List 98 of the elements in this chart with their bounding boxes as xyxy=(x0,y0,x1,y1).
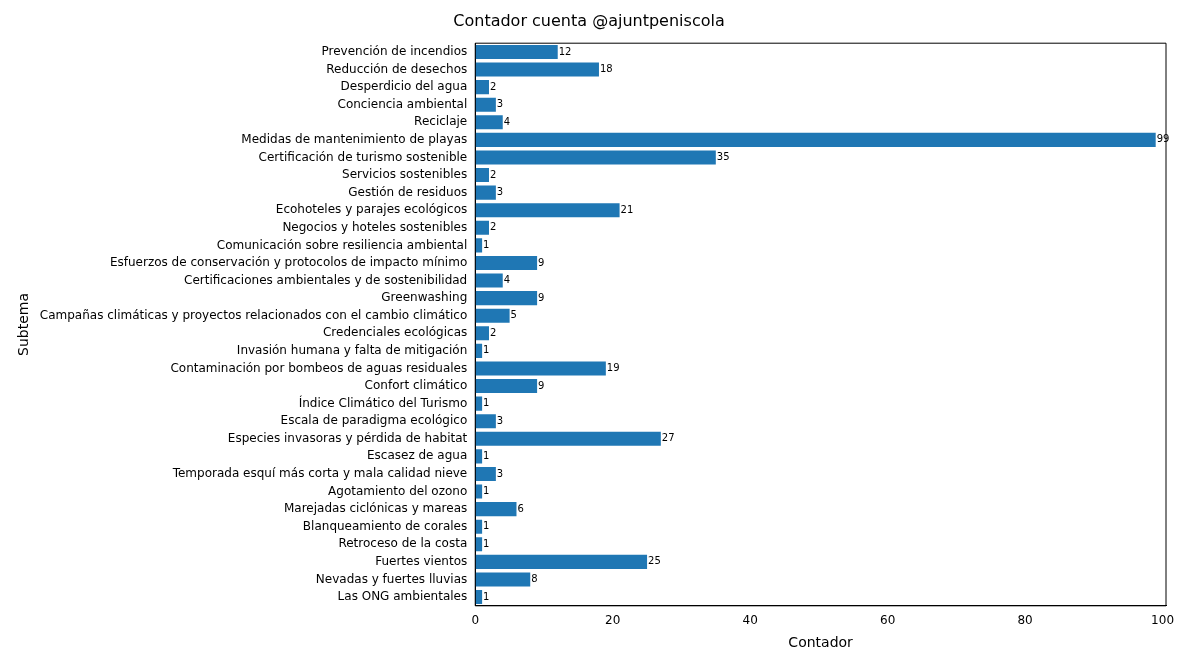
x-tick-label: 0 xyxy=(471,613,480,628)
y-tick-label: Índice Climático del Turismo xyxy=(298,394,468,410)
data-label: 3 xyxy=(496,98,504,110)
y-tick-label: Credenciales ecológicas xyxy=(322,325,468,340)
bar xyxy=(475,308,510,323)
y-tick-label: Temporada esquí más corta y mala calidad nieve xyxy=(171,466,468,481)
data-label: 21 xyxy=(620,203,634,215)
x-tick-label: 80 xyxy=(1017,613,1033,628)
x-tick-label: 60 xyxy=(880,613,896,628)
bar xyxy=(475,185,496,200)
bar xyxy=(475,431,661,446)
y-tick-label: Ecohoteles y parajes ecológicos xyxy=(275,202,468,217)
bar xyxy=(475,97,496,112)
y-tick-label: Servicios sostenibles xyxy=(342,167,468,182)
y-tick-label: Marejadas ciclónicas y mareas xyxy=(283,501,468,516)
bar xyxy=(475,572,531,587)
bar xyxy=(475,466,496,481)
y-axis-title: Subtema xyxy=(15,293,32,356)
data-label: 2 xyxy=(489,80,497,92)
data-label: 1 xyxy=(483,485,490,497)
data-label: 9 xyxy=(538,291,545,303)
bar xyxy=(475,132,1156,147)
data-label: 19 xyxy=(606,362,620,374)
bar xyxy=(475,484,483,499)
data-label: 1 xyxy=(483,397,490,409)
x-axis-title: Contador xyxy=(788,634,854,651)
data-label: 4 xyxy=(503,274,511,286)
chart-title: Contador cuenta @ajuntpeniscola xyxy=(453,10,725,30)
bar xyxy=(475,150,716,165)
data-label: 2 xyxy=(489,168,497,180)
bar xyxy=(475,554,648,569)
y-tick-label: Invasión humana y falta de mitigación xyxy=(236,343,468,357)
bar xyxy=(475,326,489,341)
data-label: 9 xyxy=(538,256,545,268)
data-label: 1 xyxy=(483,238,490,250)
bar xyxy=(475,62,599,77)
y-tick-label: Certificación de turismo sostenible xyxy=(258,149,468,164)
y-tick-label: Certificaciones ambientales y de sostenibilidad xyxy=(184,272,468,287)
bar xyxy=(475,168,489,183)
bar xyxy=(475,361,606,376)
y-tick-label: Nevadas y fuertes lluvias xyxy=(315,571,468,586)
data-label: 18 xyxy=(599,63,613,75)
y-tick-label: Conciencia ambiental xyxy=(337,96,468,111)
y-tick-label: Blanqueamiento de corales xyxy=(302,518,468,533)
data-label: 3 xyxy=(496,467,504,479)
y-tick-label: Gestión de residuos xyxy=(348,184,468,199)
data-label: 12 xyxy=(558,45,572,57)
data-label: 8 xyxy=(531,573,538,585)
data-label: 4 xyxy=(503,115,511,127)
bar xyxy=(475,255,538,270)
y-tick-label: Negocios y hoteles sostenibles xyxy=(282,219,468,234)
bar xyxy=(475,44,558,60)
y-tick-label: Agotamiento del ozono xyxy=(328,483,468,498)
data-label: 25 xyxy=(648,555,661,567)
data-label: 1 xyxy=(483,449,490,461)
y-tick-label: Esfuerzos de conservación y protocolos de impacto mínimo xyxy=(109,255,468,270)
y-tick-label: Reciclaje xyxy=(414,114,468,129)
data-label: 2 xyxy=(489,326,497,338)
data-label: 35 xyxy=(716,151,730,163)
bar xyxy=(475,203,620,218)
data-label: 6 xyxy=(517,502,524,514)
data-label: 3 xyxy=(496,414,504,426)
y-tick-label: Greenwashing xyxy=(381,290,468,305)
data-label: 27 xyxy=(661,432,675,444)
y-tick-label: Las ONG ambientales xyxy=(337,589,468,604)
y-tick-label: Prevención de incendios xyxy=(321,44,468,59)
bar xyxy=(475,291,538,306)
data-label: 99 xyxy=(1156,133,1170,145)
data-label: 1 xyxy=(483,520,490,532)
data-label: 1 xyxy=(483,590,490,602)
data-label: 2 xyxy=(489,221,497,233)
data-label: 5 xyxy=(510,309,517,321)
x-tick-label: 100 xyxy=(1151,613,1175,628)
y-tick-label: Escasez de agua xyxy=(366,448,468,463)
y-tick-label: Reducción de desechos xyxy=(326,61,468,76)
data-label: 3 xyxy=(496,186,504,198)
bar xyxy=(475,502,517,517)
y-tick-label: Campañas climáticas y proyectos relacionados con el cambio climático xyxy=(39,307,468,322)
bar xyxy=(475,379,538,394)
data-label: 1 xyxy=(483,344,490,356)
y-tick-label: Retroceso de la costa xyxy=(338,536,468,551)
x-tick-label: 20 xyxy=(605,613,621,628)
data-label: 9 xyxy=(538,379,545,391)
y-tick-label: Medidas de mantenimiento de playas xyxy=(241,132,468,147)
bar xyxy=(475,414,496,429)
bar xyxy=(475,115,503,130)
y-tick-label: Especies invasoras y pérdida de habitat xyxy=(227,430,468,445)
y-tick-label: Comunicación sobre resiliencia ambiental xyxy=(216,237,468,252)
y-tick-label: Desperdicio del agua xyxy=(340,79,468,94)
y-tick-label: Escala de paradigma ecológico xyxy=(280,413,468,428)
x-tick-label: 40 xyxy=(742,613,758,628)
bar xyxy=(475,80,489,95)
y-tick-label: Confort climático xyxy=(364,378,468,393)
data-label: 1 xyxy=(483,537,490,549)
bar xyxy=(475,273,503,288)
y-tick-label: Fuertes vientos xyxy=(375,553,468,568)
y-tick-label: Contaminación por bombeos de aguas residuales xyxy=(170,360,468,375)
bar xyxy=(475,220,489,235)
